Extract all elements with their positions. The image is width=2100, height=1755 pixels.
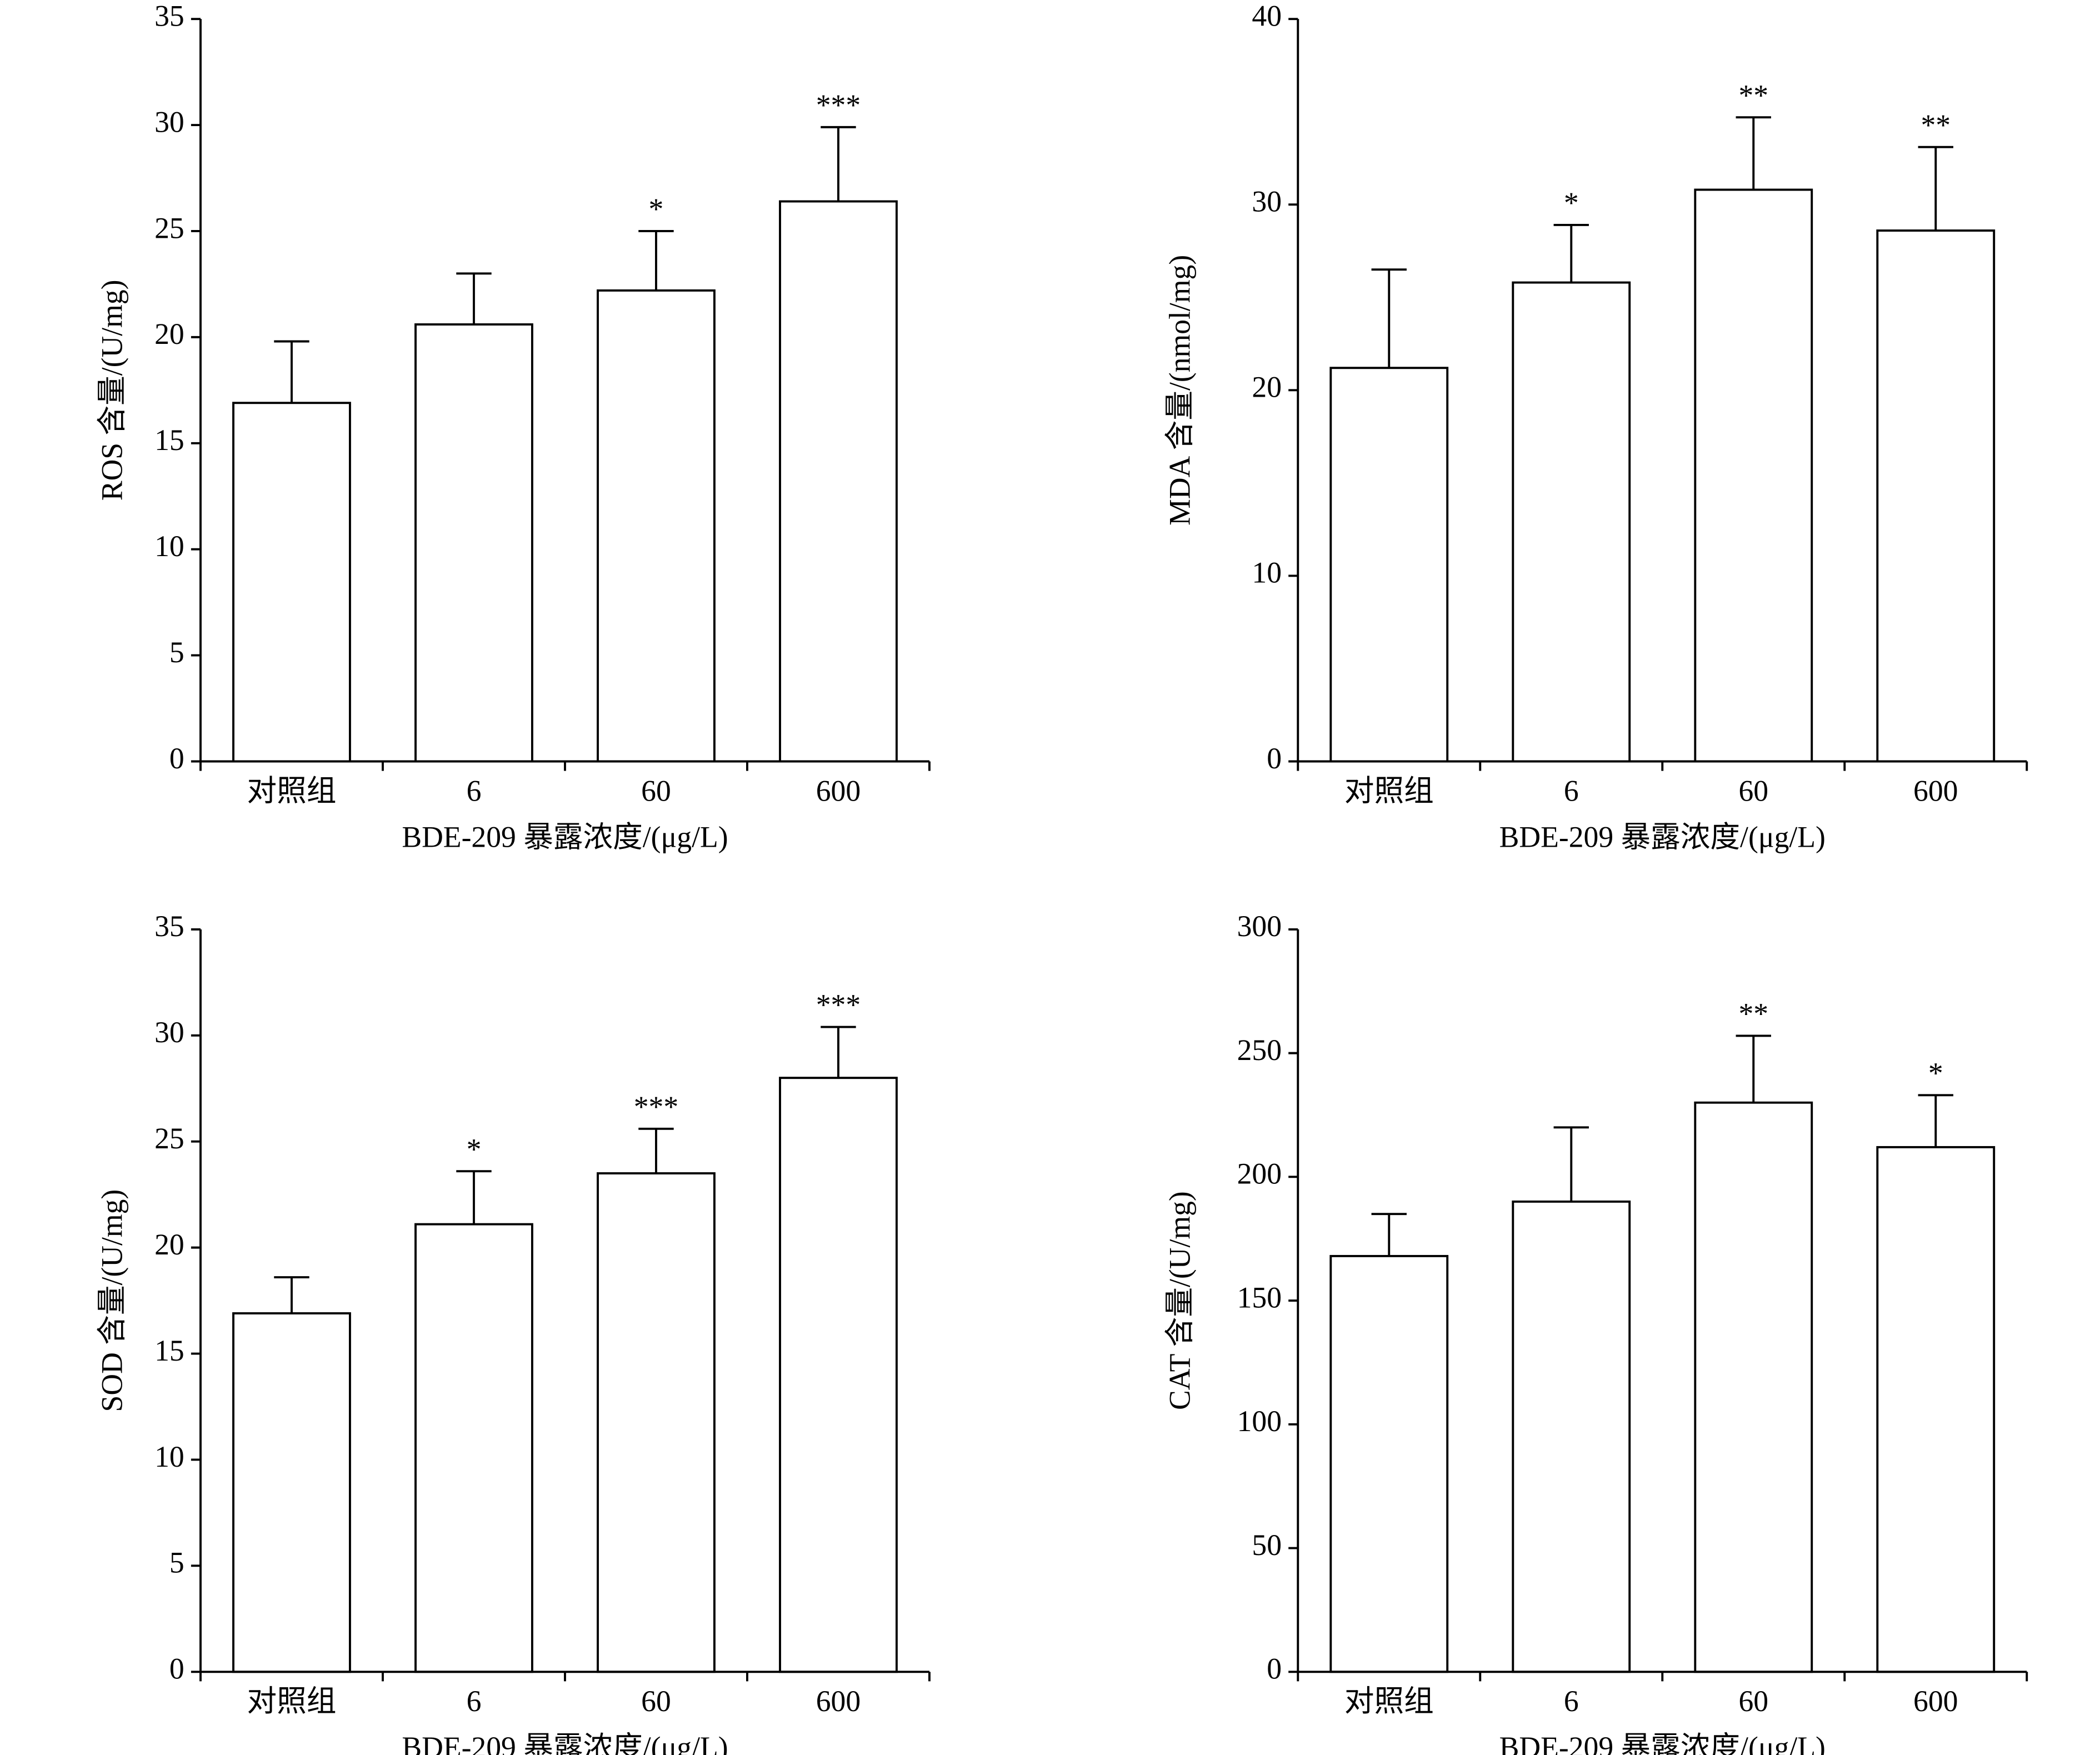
y-tick-label: 100 xyxy=(1237,1404,1282,1438)
bar xyxy=(779,1077,898,1673)
y-tick-label: 0 xyxy=(1267,1652,1282,1686)
x-tick-label: 对照组 xyxy=(247,1684,337,1718)
y-tick-label: 20 xyxy=(154,317,184,351)
y-tick-label: 30 xyxy=(154,1016,184,1049)
y-tick-label: 0 xyxy=(1267,742,1282,775)
significance-label: * xyxy=(1564,186,1579,219)
x-tick-label: 60 xyxy=(1738,774,1768,807)
bar xyxy=(597,1172,716,1673)
y-tick-label: 35 xyxy=(154,909,184,943)
x-axis-label: BDE-209 暴露浓度/(μg/L) xyxy=(1499,820,1826,853)
y-axis-label: SOD 含量/(U/mg) xyxy=(96,1189,129,1412)
x-tick-label: 600 xyxy=(816,774,861,807)
x-axis-label: BDE-209 暴露浓度/(μg/L) xyxy=(402,1731,728,1755)
y-tick-label: 25 xyxy=(154,1122,184,1155)
y-axis-label: MDA 含量/(nmol/mg) xyxy=(1163,255,1196,526)
x-axis-label: BDE-209 暴露浓度/(μg/L) xyxy=(402,820,728,853)
bar xyxy=(779,200,898,763)
x-tick-label: 600 xyxy=(816,1684,861,1718)
bar xyxy=(1329,1254,1449,1673)
y-tick-label: 40 xyxy=(1252,0,1282,32)
x-axis-label: BDE-209 暴露浓度/(μg/L) xyxy=(1499,1731,1826,1755)
y-tick-label: 35 xyxy=(154,0,184,32)
y-tick-label: 150 xyxy=(1237,1281,1282,1314)
significance-label: ** xyxy=(1921,108,1951,142)
significance-label: *** xyxy=(816,88,861,122)
x-tick-label: 对照组 xyxy=(1344,1684,1434,1718)
y-tick-label: 5 xyxy=(169,1546,184,1579)
y-axis-label: CAT 含量/(U/mg) xyxy=(1163,1191,1196,1410)
significance-label: *** xyxy=(816,988,861,1022)
y-tick-label: 10 xyxy=(154,529,184,563)
y-tick-label: 0 xyxy=(169,742,184,775)
y-tick-label: 0 xyxy=(169,1652,184,1686)
bar xyxy=(232,402,351,763)
significance-label: ** xyxy=(1738,78,1768,112)
significance-label: * xyxy=(467,1132,482,1166)
y-tick-label: 25 xyxy=(154,211,184,244)
x-tick-label: 600 xyxy=(1913,1684,1958,1718)
bar xyxy=(1512,281,1631,763)
y-tick-label: 200 xyxy=(1237,1157,1282,1191)
significance-label: * xyxy=(649,192,664,226)
bar xyxy=(414,1223,533,1673)
x-tick-label: 600 xyxy=(1913,774,1958,807)
x-tick-label: 对照组 xyxy=(247,774,337,807)
y-tick-label: 250 xyxy=(1237,1033,1282,1067)
y-tick-label: 30 xyxy=(1252,185,1282,218)
y-tick-label: 15 xyxy=(154,423,184,457)
x-tick-label: 6 xyxy=(467,1684,482,1718)
bar xyxy=(1329,367,1449,763)
y-tick-label: 50 xyxy=(1252,1528,1282,1562)
x-tick-label: 6 xyxy=(467,774,482,807)
y-tick-label: 5 xyxy=(169,636,184,669)
bar xyxy=(1876,1146,1996,1673)
x-tick-label: 6 xyxy=(1564,774,1579,807)
y-tick-label: 10 xyxy=(1252,556,1282,589)
significance-label: * xyxy=(1928,1057,1943,1090)
bar xyxy=(597,289,716,763)
bar xyxy=(1694,188,1813,763)
x-tick-label: 6 xyxy=(1564,1684,1579,1718)
bar xyxy=(414,323,533,763)
significance-label: ** xyxy=(1738,997,1768,1031)
y-tick-label: 20 xyxy=(1252,371,1282,404)
bar xyxy=(232,1312,351,1673)
y-tick-label: 30 xyxy=(154,105,184,138)
x-tick-label: 60 xyxy=(1738,1684,1768,1718)
x-tick-label: 60 xyxy=(641,1684,671,1718)
bar xyxy=(1876,229,1996,763)
y-axis-label: ROS 含量/(U/mg) xyxy=(96,279,129,501)
y-tick-label: 300 xyxy=(1237,909,1282,943)
bar xyxy=(1512,1200,1631,1673)
significance-label: *** xyxy=(634,1090,678,1123)
bar xyxy=(1694,1101,1813,1673)
x-tick-label: 60 xyxy=(641,774,671,807)
x-tick-label: 对照组 xyxy=(1344,774,1434,807)
y-tick-label: 15 xyxy=(154,1334,184,1367)
y-tick-label: 10 xyxy=(154,1440,184,1473)
y-tick-label: 20 xyxy=(154,1228,184,1261)
